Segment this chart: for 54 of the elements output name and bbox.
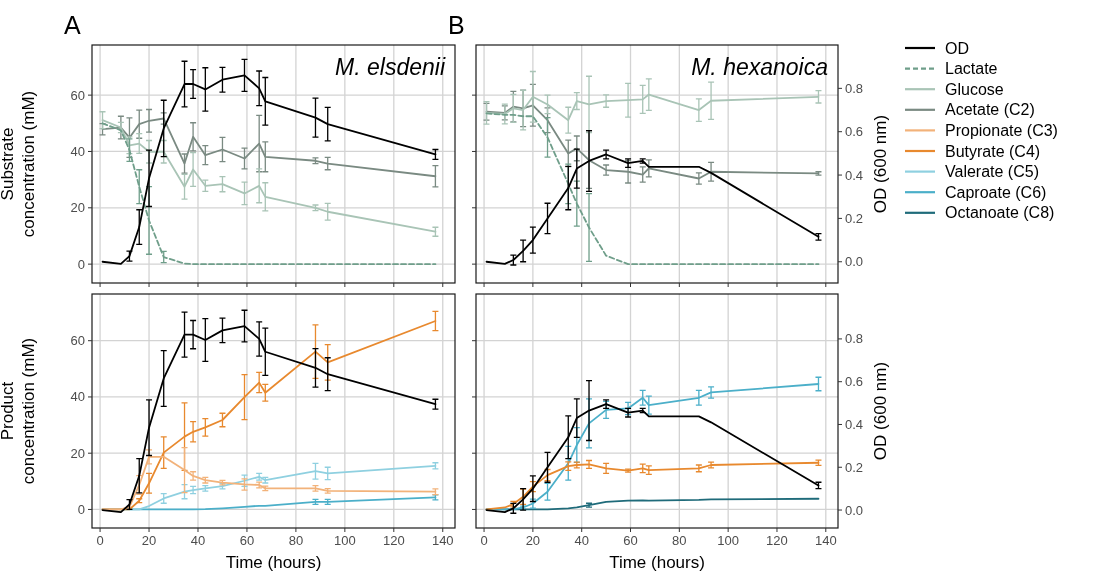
y2-tick-label: 0.4 bbox=[845, 416, 864, 432]
y-tick-label: 0 bbox=[77, 256, 85, 272]
y-tick-label: 0 bbox=[77, 501, 85, 517]
y-tick-label: 40 bbox=[70, 143, 85, 159]
y2-tick-label: 0.8 bbox=[845, 331, 864, 347]
x-tick-label: 120 bbox=[766, 533, 788, 548]
y2-tick-label: 0.0 bbox=[845, 502, 864, 518]
legend-label: Lactate bbox=[945, 60, 998, 78]
y-tick-label: 60 bbox=[70, 333, 85, 349]
y-tick-label: 20 bbox=[70, 445, 85, 461]
annotation: M. hexanoica bbox=[691, 54, 828, 80]
x-tick-label: 60 bbox=[623, 533, 638, 548]
x-tick-label: 20 bbox=[141, 533, 157, 548]
legend-label: OD bbox=[945, 39, 969, 57]
x-tick-label: 80 bbox=[288, 533, 304, 548]
legend-label: Caproate (C6) bbox=[945, 183, 1047, 201]
legend-label: Octanoate (C8) bbox=[945, 204, 1055, 222]
x-tick-label: 0 bbox=[480, 533, 488, 548]
chart-title: A bbox=[64, 11, 81, 39]
x-tick-label: 120 bbox=[382, 533, 405, 548]
y-axis-title: Product concentration (mM) bbox=[0, 337, 38, 485]
x-tick-label: 140 bbox=[814, 533, 837, 548]
y-axis-title: Substrate concentration (mM) bbox=[0, 90, 38, 238]
x-tick-label: 100 bbox=[717, 533, 740, 548]
legend-label: Butyrate (C4) bbox=[945, 142, 1041, 160]
legend-label: Propionate (C3) bbox=[945, 121, 1058, 139]
legend-label: Valerate (C5) bbox=[945, 163, 1039, 181]
y2-tick-label: 0.2 bbox=[845, 459, 864, 475]
x-tick-label: 20 bbox=[525, 533, 541, 548]
x-tick-label: 40 bbox=[574, 533, 589, 548]
line-series bbox=[101, 122, 437, 266]
x-axis-title: Time (hours) bbox=[225, 553, 322, 572]
y-tick-label: 20 bbox=[70, 200, 85, 216]
y2-tick-label: 0.6 bbox=[845, 124, 864, 140]
legend-label: Acetate (C2) bbox=[945, 101, 1035, 119]
x-tick-label: 80 bbox=[672, 533, 687, 548]
annotation: M. elsdenii bbox=[335, 54, 446, 80]
y2-axis-title: OD (600 nm) bbox=[871, 361, 890, 461]
x-tick-label: 60 bbox=[239, 533, 255, 548]
legend-label: Glucose bbox=[945, 80, 1004, 98]
y2-tick-label: 0.8 bbox=[845, 80, 864, 96]
x-tick-label: 100 bbox=[334, 533, 356, 548]
x-tick-label: 140 bbox=[431, 533, 454, 548]
y2-tick-label: 0.2 bbox=[845, 210, 864, 226]
x-axis-title: Time (hours) bbox=[609, 553, 705, 572]
y2-tick-label: 0.6 bbox=[845, 374, 864, 390]
y-tick-label: 40 bbox=[70, 389, 85, 405]
y-tick-label: 60 bbox=[70, 87, 85, 103]
y2-axis-title: OD (600 nm) bbox=[871, 114, 890, 214]
chart-title: B bbox=[448, 11, 465, 39]
y2-tick-label: 0.0 bbox=[845, 254, 864, 270]
x-tick-label: 0 bbox=[96, 533, 104, 548]
x-tick-label: 40 bbox=[190, 533, 206, 548]
y2-tick-label: 0.4 bbox=[845, 167, 864, 183]
